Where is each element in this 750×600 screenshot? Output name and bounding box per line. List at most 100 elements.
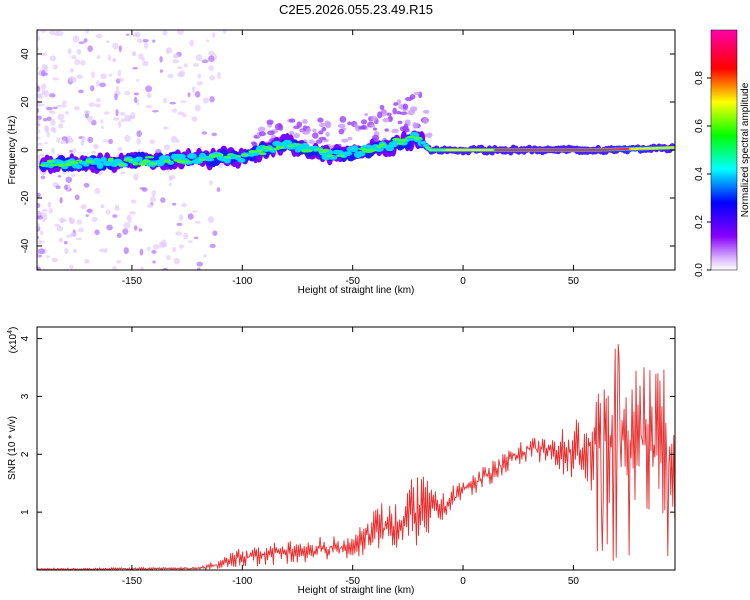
ridge-blob <box>148 162 158 165</box>
noise-speckle <box>83 38 88 43</box>
colorbar-tick-label: 0.4 <box>694 167 705 181</box>
noise-speckle <box>100 73 107 80</box>
scatter-blob <box>288 118 296 123</box>
x-tick-label: 50 <box>568 276 580 287</box>
noise-speckle <box>103 248 108 253</box>
y-tick-label: 4 <box>20 335 31 341</box>
scatter-blob <box>377 111 383 119</box>
noise-speckle <box>87 136 94 143</box>
carrier-core <box>425 146 431 149</box>
noise-speckle <box>37 222 41 229</box>
scatter-blob <box>296 121 303 128</box>
scatter-blob <box>347 136 353 141</box>
noise-speckle <box>152 244 160 250</box>
noise-speckle <box>202 97 209 104</box>
noise-speckle <box>136 138 142 145</box>
noise-speckle <box>37 108 40 113</box>
noise-speckle <box>195 220 201 224</box>
noise-speckle <box>146 92 152 99</box>
noise-speckle <box>75 237 83 241</box>
noise-speckle <box>99 82 106 88</box>
noise-speckle <box>137 148 141 152</box>
x-tick-label: 50 <box>568 576 580 587</box>
scatter-blob <box>413 122 419 129</box>
noise-speckle <box>51 127 57 134</box>
noise-speckle <box>169 101 176 105</box>
ridge-blob <box>144 155 155 159</box>
carrier-mid <box>420 141 427 145</box>
snr-frame <box>36 326 676 571</box>
scatter-blob <box>318 130 324 135</box>
noise-speckle <box>201 131 208 135</box>
noise-speckle <box>206 39 210 43</box>
ridge-blob <box>217 153 224 157</box>
noise-speckle <box>117 69 122 77</box>
noise-speckle <box>72 35 80 43</box>
noise-speckle <box>58 237 64 243</box>
scatter-blob <box>324 120 331 127</box>
ridge-blob <box>176 154 186 159</box>
y-tick-label: 20 <box>20 96 31 108</box>
noise-speckle <box>208 65 215 72</box>
noise-speckle <box>112 265 117 270</box>
noise-speckle <box>84 259 90 264</box>
scatter-blob <box>364 113 369 117</box>
spectrogram-y-axis-label: Frequency (Hz) <box>7 116 18 185</box>
scatter-blob <box>380 109 388 117</box>
noise-speckle <box>166 254 171 261</box>
noise-speckle <box>177 111 185 116</box>
noise-speckle <box>172 202 177 206</box>
noise-speckle <box>68 76 75 83</box>
ridge-blob <box>234 154 242 158</box>
noise-speckle <box>131 51 137 56</box>
ridge-blob <box>208 154 218 158</box>
noise-speckle <box>117 120 122 129</box>
noise-speckle <box>187 240 193 243</box>
noise-speckle <box>91 150 97 154</box>
colorbar: 0.0 0.2 0.4 0.6 0.8 Normalized spectral ampl… <box>694 29 750 277</box>
noise-speckle <box>37 101 41 108</box>
colorbar-label: Normalized spectral amplitude <box>740 82 750 217</box>
noise-speckle <box>64 184 68 191</box>
scatter-blob <box>407 109 415 116</box>
noise-speckle <box>59 217 65 224</box>
noise-speckle <box>170 135 178 144</box>
ridge-blob <box>107 157 114 162</box>
noise-speckle <box>191 115 198 122</box>
ridge-blob <box>287 144 295 147</box>
ridge-blob <box>84 160 95 164</box>
noise-speckle <box>141 60 149 67</box>
ridge-blob <box>400 138 408 142</box>
colorbar-tick-label: 0.8 <box>694 71 705 85</box>
noise-speckle <box>183 63 189 68</box>
noise-speckle <box>123 221 131 229</box>
noise-speckle <box>171 108 178 113</box>
scatter-blob <box>258 131 266 137</box>
ridge-blob <box>227 153 235 156</box>
noise-speckle <box>94 103 102 108</box>
scatter-blob <box>354 123 359 129</box>
scatter-blob <box>360 124 367 130</box>
scatter-blob <box>289 130 295 136</box>
noise-speckle <box>95 33 103 39</box>
noise-speckle <box>130 112 136 119</box>
noise-speckle <box>139 248 144 256</box>
noise-speckle <box>69 264 74 270</box>
noise-speckle <box>209 243 216 249</box>
ridge-blob <box>123 158 134 162</box>
ridge-blob <box>266 146 273 151</box>
noise-speckle <box>62 171 67 175</box>
scatter-blob <box>302 118 308 125</box>
noise-speckle <box>69 68 74 73</box>
noise-speckle <box>72 248 78 254</box>
noise-speckle <box>167 73 174 79</box>
noise-speckle <box>177 66 183 70</box>
noise-speckle <box>86 208 93 213</box>
noise-speckle <box>120 171 126 175</box>
noise-speckle <box>197 73 202 79</box>
noise-speckle <box>172 246 177 253</box>
noise-speckle <box>73 106 80 111</box>
ridge-blob <box>237 158 246 163</box>
noise-speckle <box>71 55 77 60</box>
noise-speckle <box>151 190 157 198</box>
